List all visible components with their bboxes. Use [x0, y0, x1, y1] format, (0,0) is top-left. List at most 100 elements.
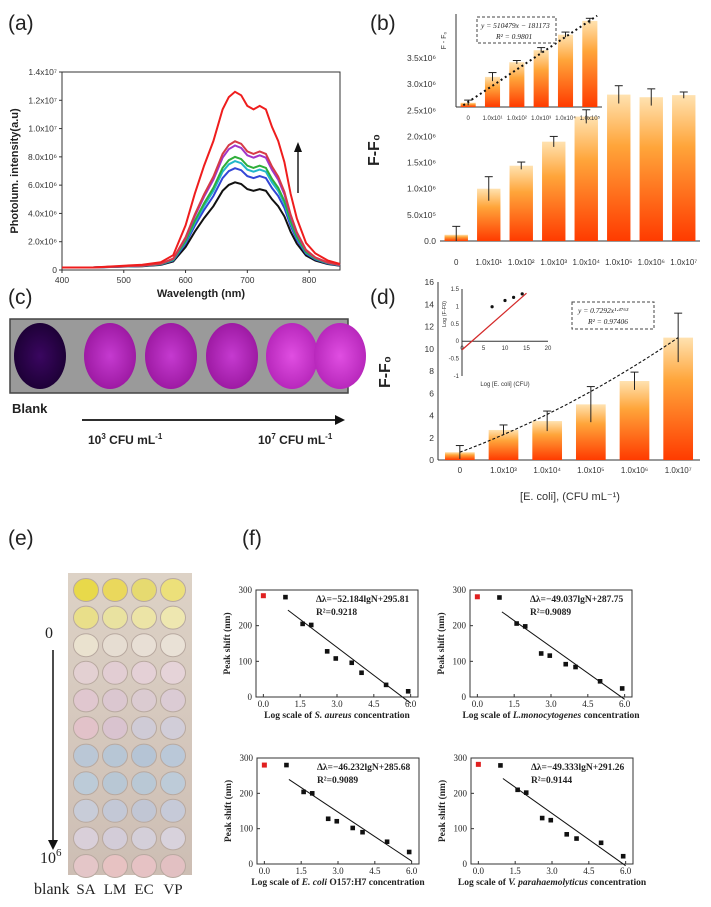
well-e [131, 771, 157, 796]
well-e [160, 716, 186, 740]
chart-f-vparahaemolyticus: 0 100 200 300 0.0 1.5 3.0 4.5 6.0 Δλ=−49.333lgN+2… [437, 753, 647, 888]
x-tick-label-a: 700 [240, 275, 254, 285]
f4-y-tick-label: 200 [454, 788, 468, 798]
chart-f-ecoli: 0 100 200 300 0.0 1.5 3.0 4.5 6.0 Δλ=−46.232lgN+2… [223, 753, 425, 888]
d-inset-y-tick: 0 [456, 339, 460, 345]
arrow-head-c [335, 415, 345, 425]
d-y-tick-label: 6 [429, 388, 434, 398]
f4-y-axis-title: Peak shift (nm) [437, 780, 448, 842]
well-4 [266, 323, 318, 389]
f4-data-point [539, 815, 545, 821]
f4-x-axis-title-pre: Log scale of [458, 878, 508, 888]
b-inset-bar [582, 20, 598, 108]
label-blank-e: blank [34, 881, 70, 898]
f2-fit-line [501, 611, 625, 700]
y-tick-label-a: 0 [52, 265, 57, 275]
d-category-label: 1.0x10³ [490, 466, 517, 475]
f3-data-point [309, 791, 315, 796]
d-inset-equation: y = 0.7292x¹·⁴⁷⁶³ [577, 306, 629, 315]
arrow-head-e [48, 840, 58, 850]
b-bar [639, 97, 663, 241]
f1-x-tick-label: 4.5 [368, 699, 380, 709]
b-inset-bar [533, 50, 549, 107]
f3-x-tick-label: 4.5 [369, 866, 381, 876]
well-e [131, 578, 157, 602]
well-e [131, 798, 157, 823]
f2-y-tick-label: 0 [462, 692, 467, 702]
d-inset-fit-line [461, 292, 527, 351]
b-inset-category-label: 1.0x10⁴ [555, 115, 576, 122]
f2-data-point [538, 651, 544, 656]
d-inset-r2: R² = 0.97406 [587, 317, 628, 326]
f2-y-tick-label: 300 [453, 585, 467, 595]
f2-x-tick-label: 6.0 [619, 699, 631, 709]
d-inset-point [520, 292, 524, 296]
f2-y-tick-label: 200 [453, 621, 467, 631]
chart-f-lmonocytogenes: 0 100 200 300 0.0 1.5 3.0 4.5 6.0 Δλ=−49.037lgN+2… [436, 585, 640, 721]
f3-y-tick-label: 200 [240, 788, 254, 798]
f4-y-tick-label: 0 [463, 859, 468, 869]
b-category-label: 1.0x10⁶ [638, 258, 665, 267]
d-y-tick-label: 8 [429, 366, 434, 376]
d-category-label: 1.0x10⁷ [665, 466, 692, 475]
well-e [102, 743, 128, 768]
panel-label-d: (d) [370, 286, 396, 309]
f2-data-point [563, 661, 569, 667]
d-inset-point [490, 305, 494, 309]
well-e [73, 605, 99, 630]
b-y-tick-label: 1.0x10⁶ [407, 184, 436, 194]
column-label-ec: EC [134, 882, 153, 898]
f1-equation: Δλ=−52.184lgN+295.81 [316, 595, 410, 605]
f4-data-point [620, 853, 626, 859]
f4-x-axis-title-post: concentration [588, 878, 647, 888]
f3-data-point [284, 762, 289, 768]
f3-data-point [406, 849, 412, 855]
f2-y-tick-label: 100 [453, 656, 467, 666]
f1-plot-frame [255, 589, 419, 698]
f3-data-point [384, 839, 390, 845]
well-e [73, 633, 99, 658]
plot-frame-a [61, 71, 341, 271]
f2-x-axis-title-post: concentration [581, 711, 640, 721]
b-inset-bar [484, 76, 501, 107]
d-inset-x-tick: 15 [523, 346, 530, 352]
panel-label-f: (f) [242, 527, 262, 550]
b-inset-y-axis-title: F - F₀ [441, 32, 448, 50]
well-e [102, 688, 128, 713]
well-e [160, 688, 186, 713]
f4-data-point [564, 832, 570, 837]
d-category-label: 1.0x10⁶ [621, 466, 648, 475]
f2-data-point [597, 679, 603, 684]
f3-fit-line [288, 778, 412, 862]
f1-data-point [405, 688, 411, 694]
y-tick-label-a: 1.0x10⁷ [28, 124, 57, 134]
f1-y-tick-label: 0 [248, 692, 253, 702]
f2-data-point [573, 664, 578, 670]
well-e [73, 826, 99, 851]
f2-data-point [497, 595, 502, 600]
b-category-label: 1.0x10⁴ [573, 258, 601, 267]
f1-data-point [300, 621, 305, 627]
d-inset-point [511, 295, 516, 299]
label-top-e: 0 [45, 625, 53, 642]
b-inset: 0 1.0x10¹ 1.0x10² 1.0x10³ 1.0x10⁴ 1.0x10⁵ F - … [441, 14, 602, 122]
f2-data-point [547, 653, 553, 658]
f2-data-point [619, 686, 625, 691]
x-tick-label-a: 600 [178, 275, 192, 285]
well-2 [145, 323, 197, 389]
b-inset-category-label: 1.0x10⁵ [580, 115, 601, 122]
d-y-tick-label: 16 [425, 277, 435, 287]
f1-y-tick-label: 100 [239, 656, 253, 666]
d-inset-y-tick: 1 [456, 304, 460, 310]
f1-data-point [333, 656, 339, 661]
photo-e-well-plate [68, 573, 192, 878]
well-e [73, 688, 99, 713]
well-e [131, 605, 157, 630]
b-category-label: 1.0x10⁷ [670, 258, 697, 267]
f3-y-axis-title: Peak shift (nm) [223, 780, 234, 842]
well-e [160, 660, 186, 685]
y-tick-label-a: 4.0x10⁶ [28, 208, 57, 218]
b-bar [477, 188, 501, 241]
well-e [73, 854, 99, 878]
f2-x-tick-label: 4.5 [582, 699, 594, 709]
